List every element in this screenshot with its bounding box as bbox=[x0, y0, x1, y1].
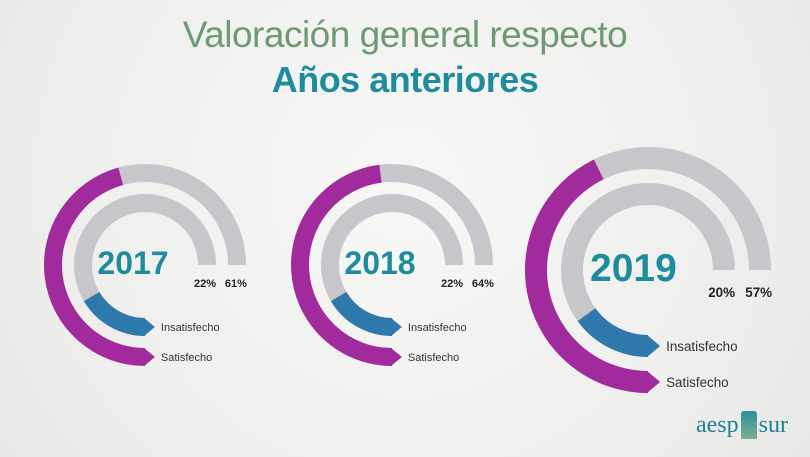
bar-tip-satisfecho-2018 bbox=[391, 348, 402, 366]
year-label-2017: 2017 bbox=[97, 245, 168, 281]
year-label-2019: 2019 bbox=[590, 247, 677, 290]
bar-tip-satisfecho-2017 bbox=[144, 348, 155, 366]
bar-satisfecho-2017 bbox=[44, 167, 146, 366]
value-label-satisfecho-2018: 64% bbox=[472, 278, 494, 290]
bar-tip-insatisfecho-2019 bbox=[647, 335, 661, 357]
series-name-insatisfecho-2019: Insatisfecho bbox=[666, 339, 737, 354]
value-label-insatisfecho-2018: 22% bbox=[441, 278, 463, 290]
bar-insatisfecho-2019 bbox=[577, 307, 649, 357]
bar-insatisfecho-2017 bbox=[83, 291, 146, 336]
series-name-satisfecho-2018: Satisfecho bbox=[408, 352, 459, 364]
value-label-insatisfecho-2017: 22% bbox=[194, 278, 216, 290]
bar-satisfecho-2019 bbox=[525, 159, 649, 393]
page-title: Valoración general respecto bbox=[182, 14, 628, 55]
year-label-2018: 2018 bbox=[344, 245, 415, 281]
series-name-insatisfecho-2018: Insatisfecho bbox=[408, 322, 467, 334]
value-label-satisfecho-2019: 57% bbox=[745, 285, 772, 300]
series-name-satisfecho-2017: Satisfecho bbox=[161, 352, 212, 364]
value-label-insatisfecho-2019: 20% bbox=[708, 285, 735, 300]
radial-chart-2019: Insatisfecho Satisfecho 20% 57% 2019 bbox=[525, 147, 772, 393]
bar-tip-insatisfecho-2017 bbox=[144, 318, 155, 336]
bar-tip-insatisfecho-2018 bbox=[391, 318, 402, 336]
radial-chart-2017: Insatisfecho Satisfecho 22% 61% 2017 bbox=[44, 164, 247, 366]
bar-tip-satisfecho-2019 bbox=[647, 371, 661, 393]
logo-text-right: sur bbox=[758, 411, 788, 438]
value-label-satisfecho-2017: 61% bbox=[225, 278, 247, 290]
logo-text-left: aesp bbox=[696, 411, 739, 438]
bar-satisfecho-2018 bbox=[291, 164, 393, 366]
page-subtitle: Años anteriores bbox=[271, 59, 539, 100]
radial-chart-2018: Insatisfecho Satisfecho 22% 64% 2018 bbox=[291, 164, 494, 366]
bar-insatisfecho-2018 bbox=[330, 291, 393, 336]
logo: aesp sur bbox=[696, 407, 788, 443]
series-name-satisfecho-2019: Satisfecho bbox=[666, 375, 729, 390]
series-name-insatisfecho-2017: Insatisfecho bbox=[161, 322, 220, 334]
logo-mark-icon bbox=[740, 411, 757, 439]
